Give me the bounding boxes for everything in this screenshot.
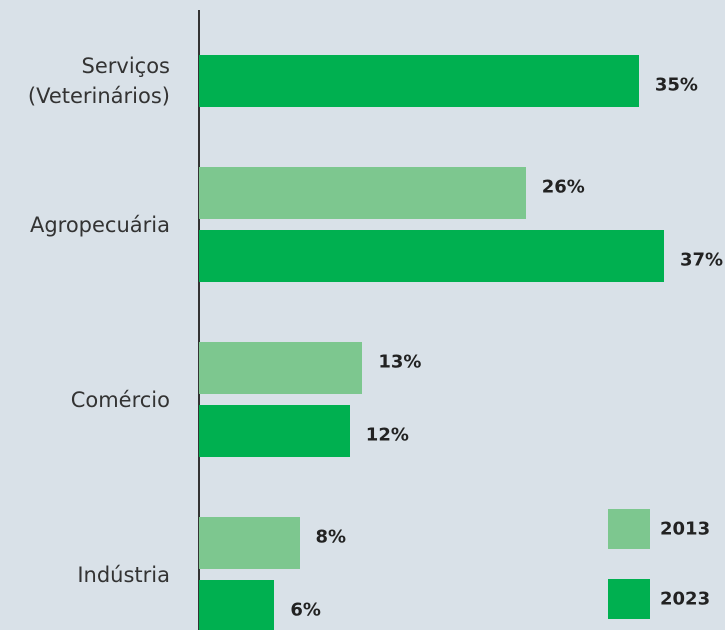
category-label: Indústria (77, 562, 170, 587)
bar (199, 230, 664, 282)
bar (199, 405, 350, 457)
legend-label: 2013 (660, 518, 711, 540)
value-label: 8% (315, 526, 347, 548)
bar (199, 580, 275, 630)
category-label: Serviços (Veterinários) (27, 54, 170, 108)
legend-label: 2023 (660, 588, 711, 610)
bar (199, 55, 639, 107)
bar (199, 517, 300, 569)
bar (199, 342, 363, 394)
category-label: Agropecuária (29, 212, 170, 237)
value-label: 6% (290, 599, 321, 621)
bar (199, 167, 526, 219)
value-label: 13% (378, 351, 422, 373)
legend-swatch (608, 509, 650, 549)
value-label: 37% (680, 249, 724, 271)
category-label: Comércio (70, 387, 170, 412)
value-label: 12% (365, 424, 409, 446)
value-label: 26% (541, 176, 585, 198)
value-label: 35% (654, 74, 698, 96)
legend-swatch (608, 579, 650, 619)
axis-line (198, 10, 200, 630)
